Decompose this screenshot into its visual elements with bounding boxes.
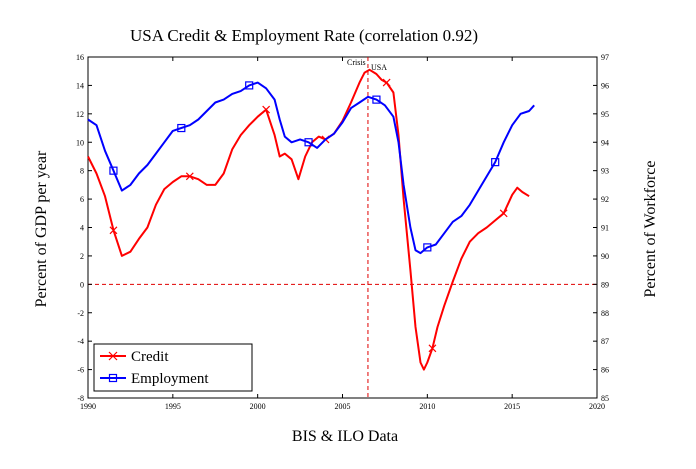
y-right-axis-label: Percent of Workforce (642, 160, 659, 297)
x-axis-label: BIS & ILO Data (292, 428, 398, 445)
credit-point (185, 172, 194, 181)
employment-point (245, 81, 254, 90)
legend-employment-label: Employment (131, 371, 209, 387)
legend-employment-swatch (100, 373, 126, 383)
y-left-tick-label: 0 (80, 280, 84, 289)
y-right-tick-label: 92 (601, 195, 609, 204)
x-tick-label: 2015 (504, 402, 520, 411)
y-left-tick-label: -6 (77, 366, 84, 375)
y-right-tick-label: 97 (601, 53, 609, 62)
y-right-tick-label: 89 (601, 280, 609, 289)
legend-credit-marker (108, 351, 118, 361)
credit-point (109, 226, 118, 235)
x-tick-label: 2000 (250, 402, 266, 411)
y-left-tick-label: -8 (77, 394, 84, 403)
y-left-tick-label: 12 (76, 110, 84, 119)
legend-credit-swatch (100, 351, 126, 361)
employment-series-line (87, 81, 535, 255)
y-left-tick-label: -4 (77, 337, 84, 346)
credit-point-stroke (428, 344, 437, 353)
employment-point (109, 166, 118, 175)
credit-point-stroke (382, 78, 391, 87)
y-right-tick-label: 94 (601, 138, 609, 147)
y-right-tick-label: 95 (601, 110, 609, 119)
credit-point-stroke (185, 172, 194, 181)
y-right-tick-label: 85 (601, 394, 609, 403)
y-left-tick-label: 2 (80, 252, 84, 261)
y-left-tick-label: 16 (76, 53, 84, 62)
employment-point (372, 95, 381, 104)
y-right-tick-label: 93 (601, 167, 609, 176)
y-left-axis-label: Percent of GDP per year (33, 150, 50, 307)
y-left-tick-label: 4 (80, 224, 84, 233)
credit-point (499, 209, 508, 218)
y-right-tick-label: 87 (601, 337, 609, 346)
usa-annotation: USA (371, 63, 387, 72)
chart-title: USA Credit & Employment Rate (correlatio… (130, 26, 478, 45)
credit-point-stroke (499, 209, 508, 218)
y-right-tick-label: 86 (601, 366, 609, 375)
crisis-annotation: Crisis (347, 58, 366, 67)
legend: Credit Employment (93, 343, 253, 392)
y-left-tick-label: 8 (80, 167, 84, 176)
x-tick-label: 1990 (80, 402, 96, 411)
employment-point (177, 123, 186, 133)
legend-employment-marker (108, 373, 118, 383)
credit-point-stroke (262, 105, 271, 114)
employment-point (491, 158, 500, 167)
legend-box (93, 343, 253, 392)
y-left-tick-label: 14 (76, 81, 84, 90)
y-left-tick-label: 6 (80, 195, 84, 204)
credit-point (382, 78, 391, 87)
legend-credit-label: Credit (131, 349, 169, 365)
y-right-axis-ticks: 85 86 87 88 89 90 91 92 93 94 95 96 97 (593, 53, 609, 403)
y-right-tick-label: 88 (601, 309, 609, 318)
x-tick-label: 2020 (589, 402, 605, 411)
x-tick-label: 2010 (419, 402, 435, 411)
credit-point (262, 105, 271, 114)
y-right-tick-label: 90 (601, 252, 609, 261)
y-left-tick-label: -2 (77, 309, 84, 318)
x-axis-ticks: 1990 1995 2000 2005 2010 2015 2020 (80, 57, 605, 411)
employment-point (304, 138, 313, 147)
y-right-tick-label: 96 (601, 81, 609, 90)
y-left-tick-label: 10 (76, 138, 84, 147)
employment-point (423, 243, 432, 252)
x-tick-label: 1995 (165, 402, 181, 411)
credit-series-line (87, 68, 530, 371)
x-tick-label: 2005 (335, 402, 351, 411)
credit-point (428, 344, 437, 353)
credit-point-stroke (109, 226, 118, 235)
y-left-axis-ticks: -8 -6 -4 -2 0 2 4 6 8 10 12 14 16 (76, 53, 92, 403)
plot-content (87, 57, 597, 398)
y-right-tick-label: 91 (601, 224, 609, 233)
